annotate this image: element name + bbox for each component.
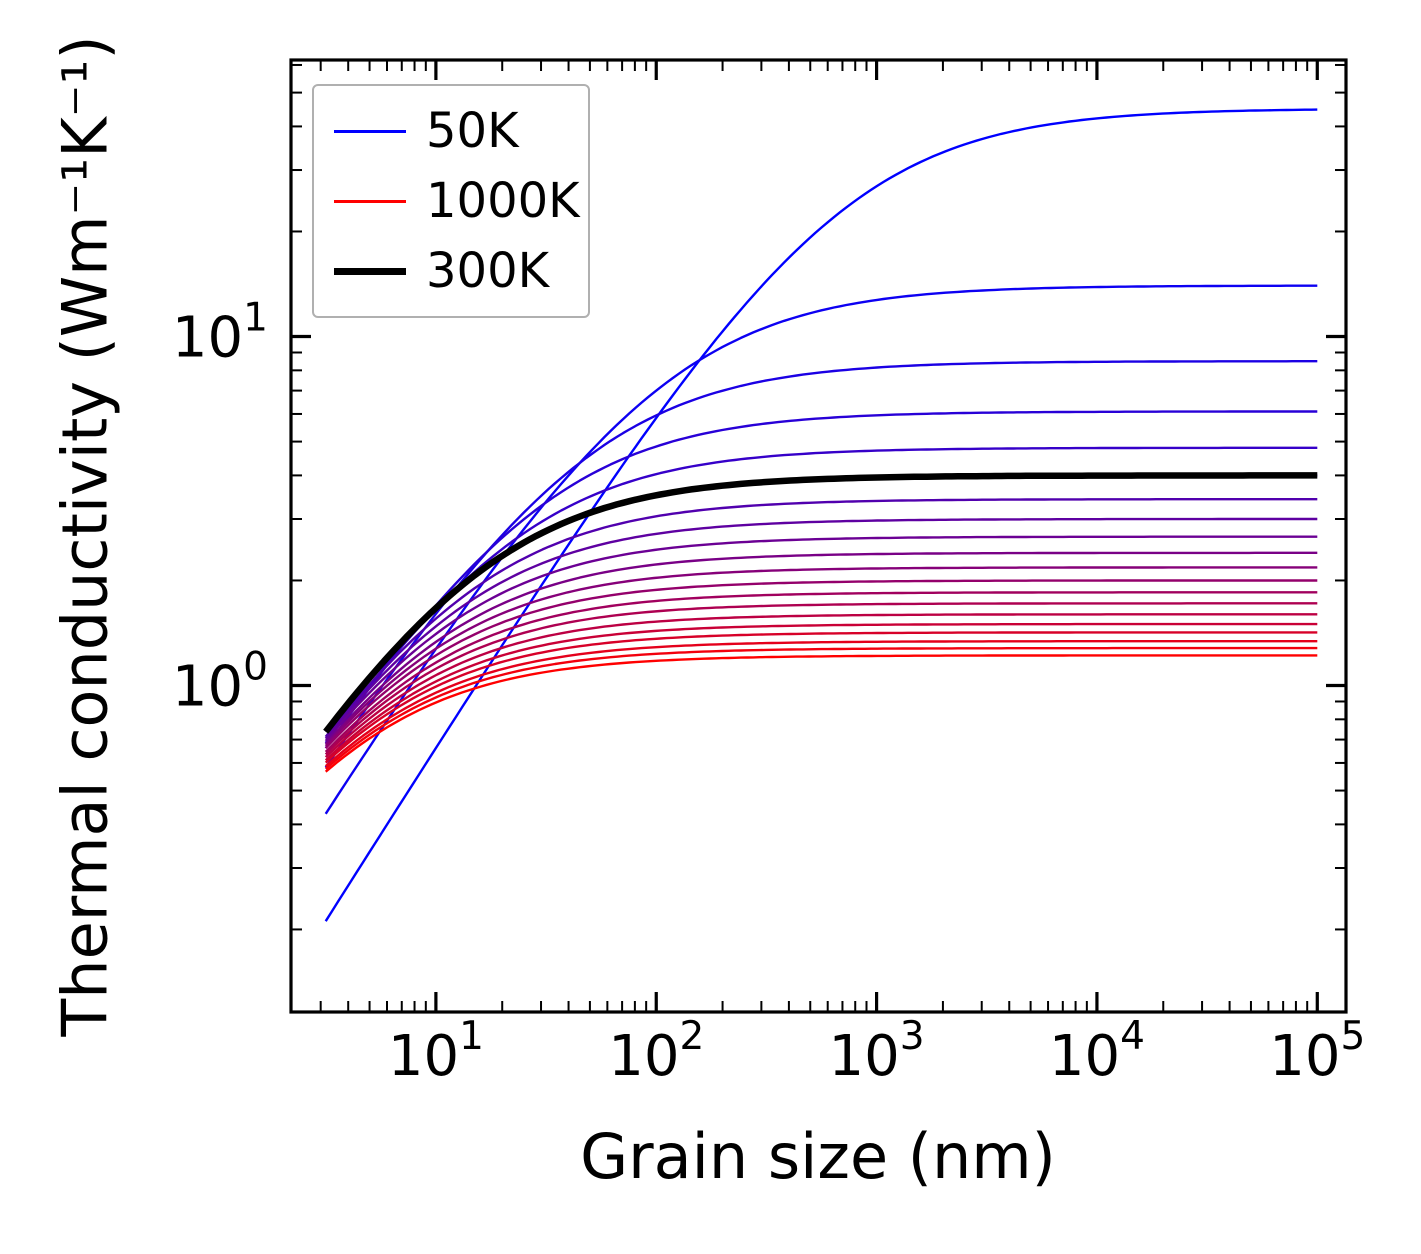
- x-axis-label: Grain size (nm): [580, 1120, 1056, 1193]
- x-tick-label-10e1: 101: [388, 1014, 484, 1089]
- series-line-50K: [324, 108, 1318, 922]
- y-axis-label: Thermal conductivity (Wm⁻¹K⁻¹): [48, 35, 122, 1037]
- series-line-750K: [324, 613, 1318, 758]
- axes-frame: [289, 58, 1348, 1014]
- series-line-350K: [324, 498, 1318, 738]
- series-line-300K-bold: [323, 472, 1318, 734]
- legend-item-300k: 300K: [334, 242, 566, 300]
- series-line-900K: [324, 640, 1318, 768]
- legend: 50K 1000K 300K: [312, 84, 590, 318]
- legend-line-sample-50k: [334, 129, 406, 133]
- series-line-200K: [324, 410, 1318, 749]
- series-line-950K: [324, 646, 1318, 770]
- legend-item-1000k: 1000K: [334, 172, 580, 230]
- y-tick-label-10e1: 101: [172, 296, 268, 371]
- y-tick-label-10e0: 100: [172, 645, 268, 720]
- legend-label-50k: 50K: [426, 103, 519, 159]
- series-line-700K: [324, 602, 1318, 756]
- series-line-1000K: [324, 654, 1318, 773]
- series-line-600K: [324, 579, 1318, 750]
- axis-ticks: [291, 60, 1346, 1012]
- x-tick-label-10e3: 103: [829, 1014, 925, 1089]
- legend-line-sample-300k: [334, 267, 406, 275]
- series-line-850K: [324, 631, 1318, 764]
- series-line-250K: [324, 446, 1318, 744]
- x-tick-label-10e5: 105: [1269, 1014, 1365, 1089]
- series-line-550K: [324, 566, 1318, 747]
- x-tick-label-10e2: 102: [608, 1014, 704, 1089]
- series-line-400K: [324, 517, 1318, 740]
- tick-labels: 101 102 103 104 105 100 101: [172, 296, 1365, 1089]
- legend-label-1000k: 1000K: [426, 173, 580, 229]
- series-line-800K: [324, 622, 1318, 762]
- series-line-100K: [324, 284, 1318, 815]
- series-line-500K: [324, 551, 1318, 745]
- legend-item-50k: 50K: [334, 102, 566, 160]
- curves: [323, 108, 1318, 922]
- legend-label-300k: 300K: [426, 243, 550, 299]
- legend-line-sample-1000k: [334, 199, 406, 203]
- x-tick-label-10e4: 104: [1049, 1014, 1145, 1089]
- series-line-650K: [324, 591, 1318, 753]
- series-line-450K: [324, 535, 1318, 742]
